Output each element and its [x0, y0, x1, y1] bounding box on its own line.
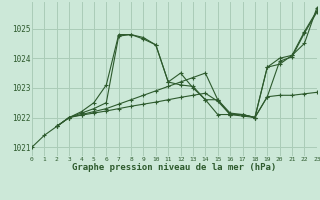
X-axis label: Graphe pression niveau de la mer (hPa): Graphe pression niveau de la mer (hPa) — [72, 163, 276, 172]
